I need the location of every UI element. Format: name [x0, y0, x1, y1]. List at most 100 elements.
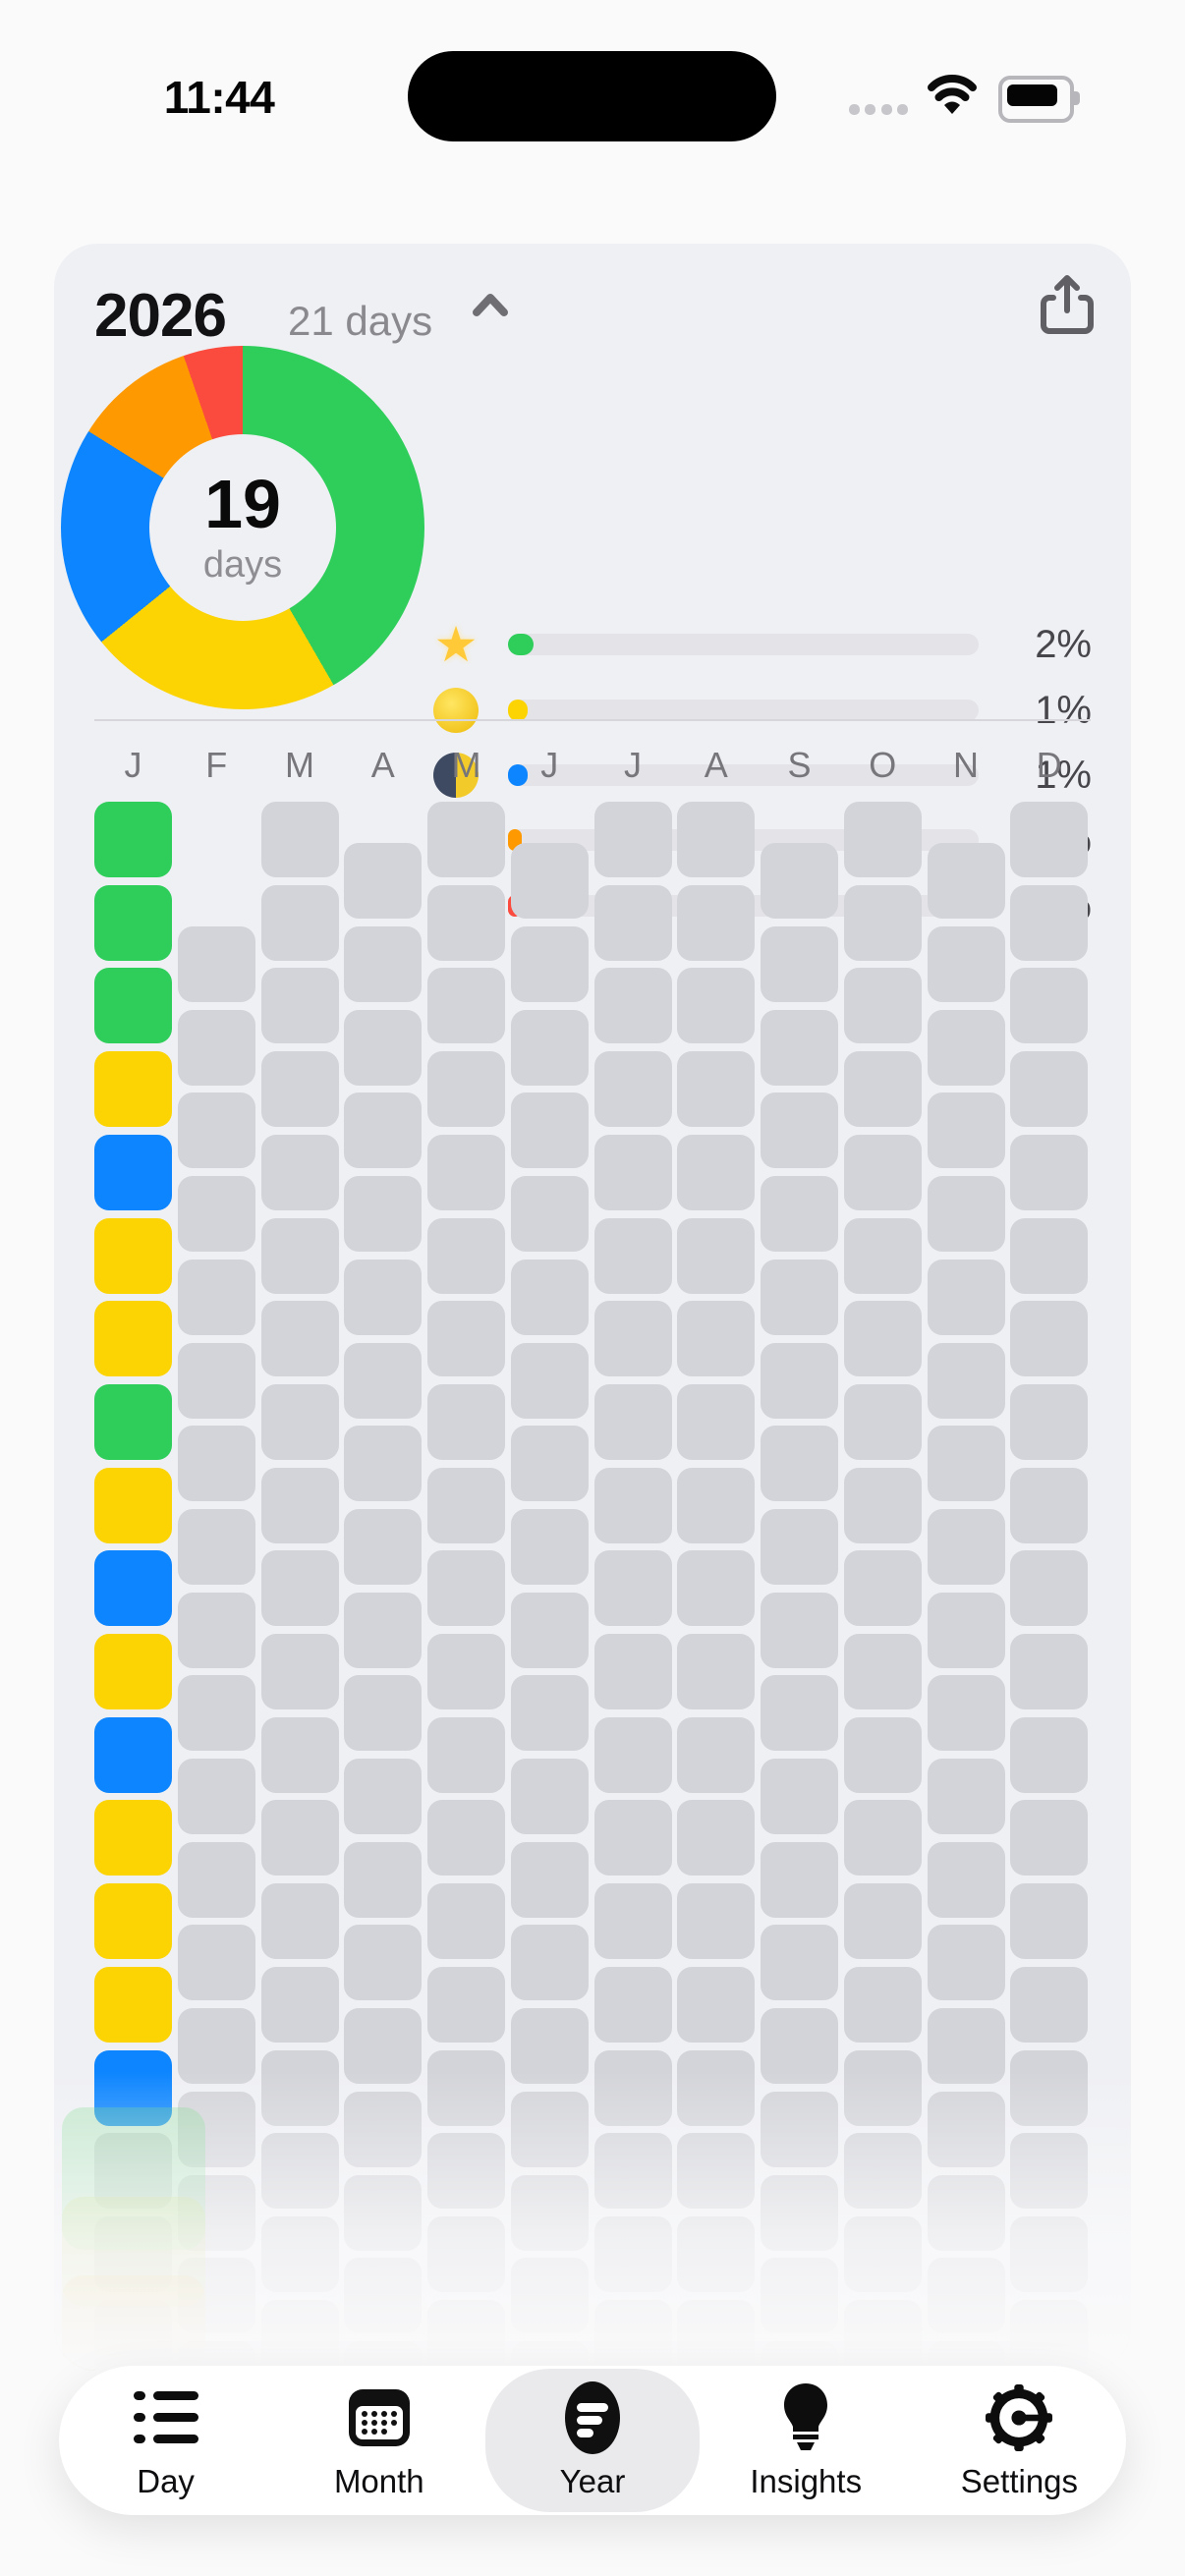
day-cell[interactable]	[510, 843, 589, 920]
day-cell[interactable]	[177, 1675, 255, 1752]
day-cell[interactable]	[94, 884, 172, 961]
day-cell[interactable]	[843, 1966, 922, 2043]
tab-month[interactable]: Month	[272, 2366, 485, 2515]
day-cell[interactable]	[593, 1966, 672, 2043]
day-cell[interactable]	[927, 1092, 1005, 1169]
day-cell[interactable]	[761, 926, 838, 1003]
day-cell[interactable]	[427, 1383, 505, 1460]
day-cell[interactable]	[260, 1634, 339, 1709]
day-cell[interactable]	[177, 1925, 255, 2001]
day-cell[interactable]	[677, 1883, 756, 1960]
day-cell[interactable]	[427, 1883, 505, 1960]
day-cell[interactable]	[510, 1925, 589, 2001]
day-cell[interactable]	[843, 1634, 922, 1709]
day-cell[interactable]	[427, 1051, 505, 1128]
day-cell[interactable]	[1010, 1301, 1089, 1377]
day-cell[interactable]	[94, 1550, 172, 1627]
day-cell[interactable]	[177, 1176, 255, 1253]
day-cell[interactable]	[1010, 1966, 1089, 2043]
day-cell[interactable]	[344, 1259, 423, 1335]
day-cell[interactable]	[260, 1966, 339, 2043]
day-cell[interactable]	[677, 802, 756, 877]
day-cell[interactable]	[260, 968, 339, 1044]
day-cell[interactable]	[344, 1759, 423, 1835]
day-cell[interactable]	[94, 1134, 172, 1210]
day-cell[interactable]	[510, 1759, 589, 1835]
day-cell[interactable]	[427, 1467, 505, 1543]
day-cell[interactable]	[1010, 1716, 1089, 1793]
day-cell[interactable]	[510, 1092, 589, 1169]
day-cell[interactable]	[761, 1259, 838, 1335]
day-cell[interactable]	[510, 926, 589, 1003]
day-cell[interactable]	[177, 1841, 255, 1918]
legend-row[interactable]: ★ 2%	[431, 620, 1092, 669]
day-cell[interactable]	[843, 884, 922, 961]
day-cell[interactable]	[260, 1134, 339, 1210]
day-cell[interactable]	[427, 884, 505, 961]
day-cell[interactable]	[593, 1716, 672, 1793]
day-cell[interactable]	[177, 1009, 255, 1086]
day-cell[interactable]	[260, 1883, 339, 1960]
tab-day[interactable]: Day	[59, 2366, 272, 2515]
day-cell[interactable]	[761, 1426, 838, 1502]
day-cell[interactable]	[94, 968, 172, 1044]
day-cell[interactable]	[593, 1217, 672, 1294]
day-cell[interactable]	[593, 1467, 672, 1543]
day-cell[interactable]	[677, 1383, 756, 1460]
day-cell[interactable]	[843, 1800, 922, 1876]
day-cell[interactable]	[593, 1800, 672, 1876]
day-cell[interactable]	[260, 1301, 339, 1377]
day-cell[interactable]	[1010, 1800, 1089, 1876]
day-cell[interactable]	[344, 1841, 423, 1918]
day-cell[interactable]	[677, 968, 756, 1044]
day-cell[interactable]	[94, 1716, 172, 1793]
day-cell[interactable]	[94, 1634, 172, 1709]
day-cell[interactable]	[177, 1592, 255, 1668]
day-cell[interactable]	[427, 1966, 505, 2043]
day-cell[interactable]	[177, 1759, 255, 1835]
day-cell[interactable]	[761, 1176, 838, 1253]
day-cell[interactable]	[677, 1467, 756, 1543]
day-cell[interactable]	[260, 1550, 339, 1627]
day-cell[interactable]	[344, 1009, 423, 1086]
day-cell[interactable]	[761, 1508, 838, 1585]
day-cell[interactable]	[427, 1716, 505, 1793]
legend-row[interactable]: 1%	[431, 752, 1092, 799]
day-cell[interactable]	[94, 1051, 172, 1128]
day-cell[interactable]	[177, 926, 255, 1003]
day-cell[interactable]	[427, 1550, 505, 1627]
day-cell[interactable]	[510, 1426, 589, 1502]
day-cell[interactable]	[94, 1301, 172, 1377]
day-cell[interactable]	[843, 1716, 922, 1793]
day-cell[interactable]	[593, 802, 672, 877]
day-cell[interactable]	[593, 1550, 672, 1627]
tab-settings[interactable]: Settings	[913, 2366, 1126, 2515]
day-cell[interactable]	[761, 843, 838, 920]
day-cell[interactable]	[843, 802, 922, 877]
day-cell[interactable]	[260, 1051, 339, 1128]
day-cell[interactable]	[1010, 802, 1089, 877]
day-cell[interactable]	[677, 1716, 756, 1793]
day-cell[interactable]	[1010, 1634, 1089, 1709]
day-cell[interactable]	[1010, 1467, 1089, 1543]
day-cell[interactable]	[593, 1634, 672, 1709]
day-cell[interactable]	[344, 1925, 423, 2001]
day-cell[interactable]	[843, 1301, 922, 1377]
day-cell[interactable]	[510, 1675, 589, 1752]
day-cell[interactable]	[1010, 968, 1089, 1044]
day-cell[interactable]	[260, 1716, 339, 1793]
day-cell[interactable]	[260, 884, 339, 961]
day-cell[interactable]	[761, 1841, 838, 1918]
day-cell[interactable]	[843, 1383, 922, 1460]
day-cell[interactable]	[593, 1883, 672, 1960]
day-cell[interactable]	[344, 1508, 423, 1585]
day-cell[interactable]	[761, 1092, 838, 1169]
day-cell[interactable]	[843, 1550, 922, 1627]
day-cell[interactable]	[761, 1342, 838, 1419]
day-cell[interactable]	[1010, 1217, 1089, 1294]
day-cell[interactable]	[927, 1759, 1005, 1835]
day-cell[interactable]	[510, 1009, 589, 1086]
day-cell[interactable]	[843, 1051, 922, 1128]
day-cell[interactable]	[260, 1800, 339, 1876]
day-cell[interactable]	[344, 1092, 423, 1169]
